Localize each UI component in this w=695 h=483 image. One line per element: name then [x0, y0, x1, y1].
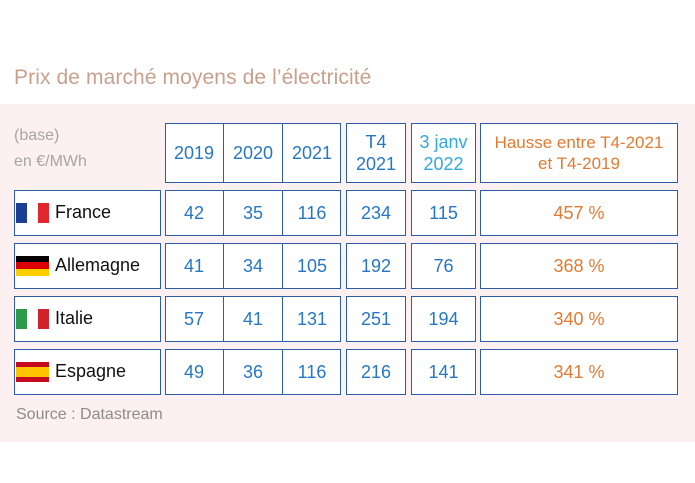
table-row-country: France — [16, 190, 111, 235]
value-2019: 42 — [183, 202, 205, 223]
value-2021: 116 — [297, 361, 327, 382]
value-3-janv-2022: 115 — [429, 202, 458, 223]
value-2020: 41 — [242, 308, 264, 329]
row-separator — [223, 243, 224, 289]
janv-box — [411, 190, 476, 236]
flag-stripe — [16, 255, 49, 263]
row-separator — [223, 296, 224, 342]
unit-label-line2: en €/MWh — [14, 153, 87, 170]
t4-box — [346, 243, 406, 289]
flag-germany-icon — [16, 255, 49, 276]
table-row-country: Allemagne — [16, 243, 140, 288]
value-t4-2021: 251 — [360, 308, 392, 329]
row-separator — [282, 243, 283, 289]
header-hausse-line2: et T4-2019 — [538, 154, 620, 173]
header-3-janv-2022: 3 janv 2022 — [411, 123, 476, 183]
years-box — [165, 190, 341, 236]
value-2021: 131 — [296, 308, 328, 329]
value-2020: 34 — [242, 255, 264, 276]
value-2019: 49 — [183, 361, 205, 382]
table-row-country: Espagne — [16, 349, 126, 394]
row-separator — [282, 349, 283, 395]
t4-box — [346, 296, 406, 342]
value-3-janv-2022: 141 — [428, 361, 459, 382]
header-janv-box — [411, 123, 476, 183]
value-hausse: 368 % — [553, 255, 605, 276]
country-label: Allemagne — [55, 255, 141, 275]
value-2019: 57 — [183, 308, 205, 329]
t4-box — [346, 190, 406, 236]
flag-stripe — [16, 262, 49, 269]
flag-stripe — [16, 361, 49, 367]
header-years-box — [165, 123, 341, 183]
flag-stripe — [16, 268, 49, 276]
flag-stripe — [26, 308, 38, 329]
header-hausse-line1: Hausse entre T4-2021 — [494, 132, 664, 152]
flag-stripe — [37, 202, 49, 223]
header-janv-line2: 2022 — [423, 154, 464, 174]
value-2021: 116 — [297, 202, 327, 223]
header-janv-line1: 3 janv — [419, 131, 468, 152]
years-box — [165, 243, 341, 289]
header-2021: 2021 — [291, 142, 333, 163]
header-t4-line1: T4 — [365, 131, 387, 152]
t4-box — [346, 349, 406, 395]
years-box — [165, 349, 341, 395]
flag-italy-icon — [16, 308, 49, 329]
country-label: Espagne — [55, 361, 127, 381]
value-2019: 41 — [183, 255, 205, 276]
header-2020: 2020 — [232, 142, 274, 163]
hausse-box — [480, 296, 678, 342]
value-2020: 36 — [242, 361, 264, 382]
header-t4-line2: 2021 — [355, 154, 397, 174]
value-hausse: 340 % — [553, 308, 605, 329]
table-row-country: Italie — [16, 296, 93, 341]
header-separator — [223, 123, 224, 183]
header-t4-box — [346, 123, 406, 183]
flag-stripe — [16, 366, 49, 377]
country-box — [14, 349, 161, 395]
years-box — [165, 296, 341, 342]
flag-stripe — [16, 376, 49, 382]
value-3-janv-2022: 76 — [433, 255, 454, 276]
row-separator — [223, 190, 224, 236]
value-t4-2021: 234 — [360, 202, 392, 223]
country-label: France — [55, 202, 112, 222]
value-t4-2021: 216 — [360, 361, 392, 382]
row-separator — [282, 190, 283, 236]
value-2020: 35 — [242, 202, 264, 223]
flag-france-icon — [16, 202, 49, 223]
chart-title: Prix de marché moyens de l’électricité — [14, 66, 372, 89]
hausse-box — [480, 349, 678, 395]
source-note: Source : Datastream — [16, 406, 163, 423]
flag-stripe — [26, 202, 38, 223]
header-2019: 2019 — [173, 142, 215, 163]
flag-stripe — [16, 202, 27, 223]
country-label: Italie — [55, 308, 94, 328]
janv-box — [411, 296, 476, 342]
flag-stripe — [37, 308, 49, 329]
flag-stripe — [16, 308, 27, 329]
value-hausse: 341 % — [553, 361, 605, 382]
row-separator — [282, 296, 283, 342]
hausse-box — [480, 190, 678, 236]
header-hausse-box — [480, 123, 678, 183]
header-t4-2021: T4 2021 — [346, 123, 406, 183]
flag-spain-icon — [16, 361, 49, 382]
hausse-box — [480, 243, 678, 289]
value-hausse: 457 % — [553, 202, 605, 223]
unit-label-line1: (base) — [14, 127, 60, 144]
row-separator — [223, 349, 224, 395]
value-2021: 105 — [296, 255, 328, 276]
janv-box — [411, 349, 476, 395]
janv-box — [411, 243, 476, 289]
header-separator — [282, 123, 283, 183]
value-3-janv-2022: 194 — [428, 308, 459, 329]
header-hausse: Hausse entre T4-2021 et T4-2019 — [480, 123, 678, 183]
value-t4-2021: 192 — [360, 255, 392, 276]
